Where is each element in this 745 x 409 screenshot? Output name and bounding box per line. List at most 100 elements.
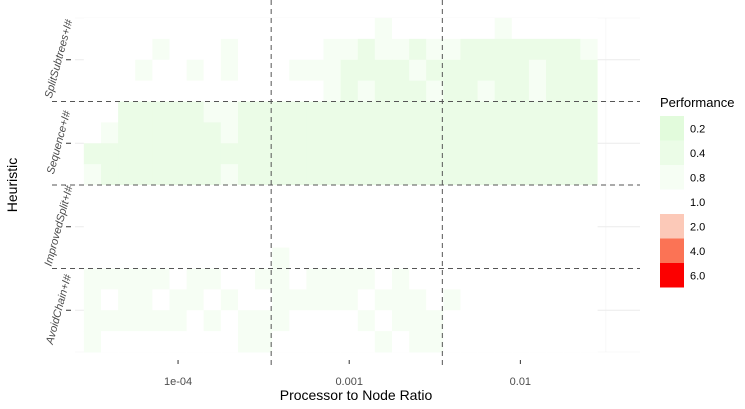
heatmap-cell (323, 205, 342, 228)
heatmap-cell (528, 226, 547, 249)
legend-label: 0.2 (690, 123, 705, 135)
heatmap-cell (186, 164, 205, 186)
heatmap-cell (443, 101, 461, 123)
heatmap-cell (580, 205, 598, 228)
heatmap-cell (563, 38, 581, 61)
heatmap-cell (83, 185, 102, 207)
heatmap-cell (152, 268, 170, 290)
heatmap-cell (169, 289, 188, 311)
heatmap-cell (409, 268, 427, 290)
heatmap-cell (494, 331, 513, 353)
heatmap-cell (100, 226, 119, 249)
heatmap-cell (100, 268, 119, 290)
heatmap-cell (83, 101, 102, 123)
heatmap-cells (83, 18, 598, 353)
heatmap-cell (272, 226, 290, 249)
heatmap-cell (238, 101, 256, 123)
heatmap-cell (580, 38, 598, 61)
heatmap-cell (460, 310, 478, 332)
heatmap-cell (169, 122, 188, 144)
heatmap-cell (238, 247, 256, 269)
heatmap-cell (220, 80, 239, 102)
heatmap-cell (238, 18, 256, 40)
heatmap-cell (118, 18, 136, 40)
heatmap-cell (135, 143, 153, 165)
heatmap-cell (374, 164, 393, 186)
heatmap-cell (528, 310, 547, 332)
heatmap-cell (272, 247, 290, 269)
heatmap-cell (340, 59, 359, 82)
heatmap-cell (323, 38, 342, 61)
heatmap-cell (220, 18, 239, 40)
heatmap-cell (203, 164, 222, 186)
heatmap-cell (443, 289, 461, 311)
heatmap-cell (135, 226, 153, 249)
heatmap-cell (511, 247, 530, 269)
heatmap-cell (426, 226, 444, 249)
heatmap-cell (255, 185, 273, 207)
y-tick-label: SplitSubtrees+I# (43, 17, 76, 99)
heatmap-cell (391, 268, 410, 290)
heatmap-cell (477, 164, 496, 186)
heatmap-cell (289, 331, 307, 353)
heatmap-cell (545, 38, 564, 61)
heatmap-cell (272, 268, 290, 290)
heatmap-cell (220, 59, 239, 82)
heatmap-cell (118, 331, 136, 353)
heatmap-cell (426, 80, 444, 102)
heatmap-cell (203, 80, 222, 102)
heatmap-cell (203, 331, 222, 353)
heatmap-cell (580, 80, 598, 102)
heatmap-cell (340, 143, 359, 165)
heatmap-cell (220, 226, 239, 249)
heatmap-cell (426, 247, 444, 269)
heatmap-cell (152, 331, 170, 353)
legend-key (660, 140, 684, 165)
heatmap-cell (306, 226, 324, 249)
heatmap-cell (477, 247, 496, 269)
heatmap-cell (186, 205, 205, 228)
heatmap-cell (357, 310, 376, 332)
heatmap-cell (306, 205, 324, 228)
heatmap-cell (511, 38, 530, 61)
heatmap-cell (426, 101, 444, 123)
heatmap-cell (255, 164, 273, 186)
heatmap-cell (460, 289, 478, 311)
heatmap-cell (477, 38, 496, 61)
heatmap-cell (580, 310, 598, 332)
heatmap-cell (83, 164, 102, 186)
heatmap-cell (580, 143, 598, 165)
heatmap-cell (528, 122, 547, 144)
heatmap-cell (203, 268, 222, 290)
heatmap-cell (511, 268, 530, 290)
heatmap-cell (306, 185, 324, 207)
heatmap-cell (169, 185, 188, 207)
heatmap-cell (374, 331, 393, 353)
heatmap-cell (289, 226, 307, 249)
legend: Performance 0.2 0.4 0.8 1.0 2.0 4.0 6.0 (660, 95, 734, 288)
heatmap-cell (460, 38, 478, 61)
heatmap-cell (100, 38, 119, 61)
heatmap-cell (135, 247, 153, 269)
heatmap-cell (580, 226, 598, 249)
heatmap-cell (460, 185, 478, 207)
heatmap-cell (255, 205, 273, 228)
heatmap-cell (203, 289, 222, 311)
heatmap-cell (118, 289, 136, 311)
heatmap-cell (511, 331, 530, 353)
heatmap-cell (580, 289, 598, 311)
heatmap-cell (460, 226, 478, 249)
y-axis-title: Heuristic (4, 158, 20, 212)
heatmap-cell (118, 164, 136, 186)
heatmap-cell (220, 268, 239, 290)
heatmap-cell (460, 205, 478, 228)
heatmap-cell (511, 143, 530, 165)
x-tick-label: 1e-04 (164, 376, 192, 388)
heatmap-cell (118, 122, 136, 144)
heatmap-cell (494, 143, 513, 165)
heatmap-cell (494, 122, 513, 144)
heatmap-cell (340, 268, 359, 290)
heatmap-cell (409, 310, 427, 332)
heatmap-cell (391, 289, 410, 311)
heatmap-cell (357, 122, 376, 144)
